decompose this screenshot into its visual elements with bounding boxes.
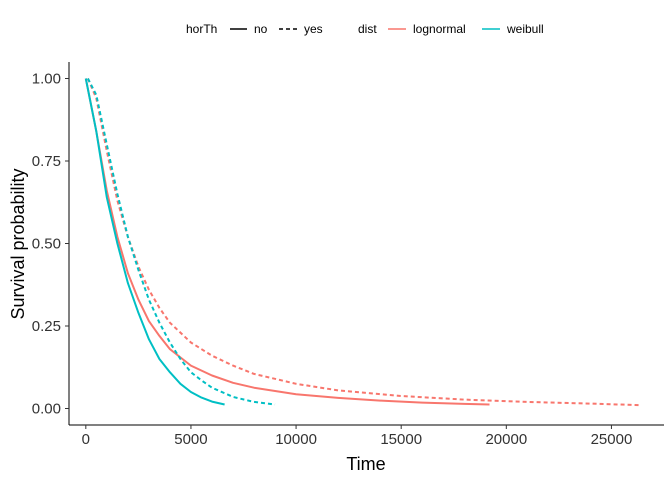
y-tick-label: 0.25 [32, 318, 61, 335]
x-tick-label: 15000 [380, 431, 422, 448]
axes [68, 62, 664, 426]
y-tick-label: 0.75 [32, 153, 61, 170]
x-axis-title: Time [346, 454, 385, 474]
x-tick-label: 5000 [174, 431, 207, 448]
y-tick-label: 1.00 [32, 71, 61, 88]
series-line-lognormal-no [84, 78, 490, 406]
legend-label-yes: yes [304, 22, 323, 36]
legend-label-no: no [254, 22, 268, 36]
legend: horTh no yes dist lognormal weibull [186, 22, 544, 36]
x-tick-label: 10000 [275, 431, 317, 448]
x-tick-label: 25000 [591, 431, 633, 448]
y-tick-label: 0.50 [32, 236, 61, 253]
legend-linetype-title: horTh [186, 22, 217, 36]
legend-color-title: dist [358, 22, 377, 36]
y-tick-label: 0.00 [32, 401, 61, 418]
x-tick-label: 0 [82, 431, 90, 448]
legend-label-lognormal: lognormal [413, 22, 466, 36]
legend-label-weibull: weibull [506, 22, 544, 36]
series-line-weibull-no [84, 78, 225, 406]
x-ticks: 0 5000 10000 15000 20000 25000 [82, 425, 633, 448]
series-layer [84, 78, 641, 407]
x-tick-label: 20000 [485, 431, 527, 448]
series-line-weibull-yes [87, 78, 276, 406]
series-line-lognormal-yes [86, 78, 641, 407]
y-axis-title: Survival probability [8, 168, 28, 319]
y-ticks: 0.00 0.25 0.50 0.75 1.00 [32, 71, 69, 418]
